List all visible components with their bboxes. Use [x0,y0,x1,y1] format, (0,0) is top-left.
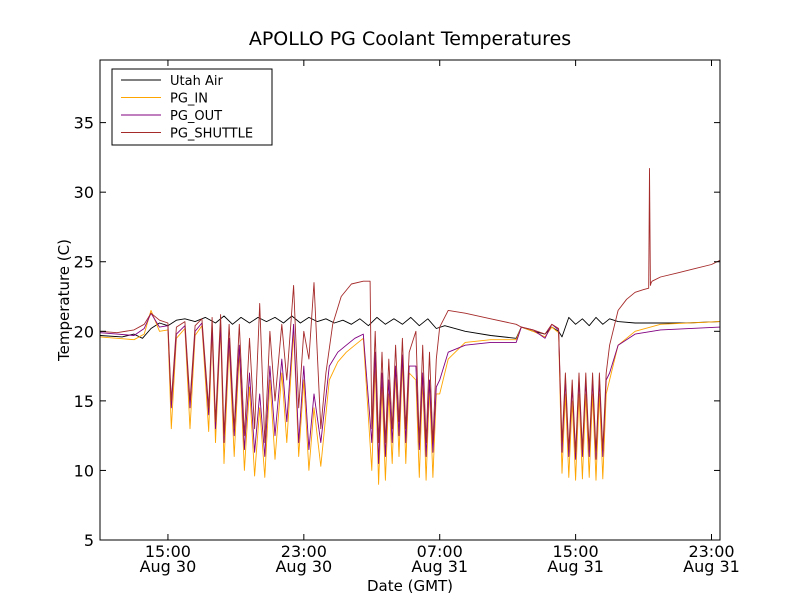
x-tick-label-date: Aug 31 [411,557,468,576]
y-tick-label: 35 [74,114,94,133]
legend: Utah Air PG_IN PG_OUT PG_SHUTTLE [111,68,273,146]
y-tick-label: 20 [74,322,94,341]
y-axis-label: Temperature (C) [55,239,73,362]
x-axis-label: Date (GMT) [367,577,453,595]
series-line-1 [99,309,721,485]
y-tick-label: 25 [74,253,94,272]
chart-title: APOLLO PG Coolant Temperatures [249,28,571,50]
x-tick-label-time: 07:00 [417,542,463,561]
x-tick-label-date: Aug 31 [547,557,604,576]
y-tick-label: 5 [84,531,94,550]
legend-label-1: PG_IN [170,92,208,107]
series-layer [99,168,721,485]
series-line-3 [99,168,721,453]
x-tick-label-date: Aug 31 [683,557,740,576]
y-tick-label: 15 [74,392,94,411]
y-tick-label: 10 [74,461,94,480]
y-tick-label: 30 [74,183,94,202]
x-tick-label-time: 15:00 [145,542,191,561]
plot-frame [99,59,721,541]
x-tick-label-time: 23:00 [281,542,327,561]
x-tick-label-time: 15:00 [553,542,599,561]
y-axis: 5 10 15 20 25 30 35 [74,114,720,550]
legend-label-2: PG_OUT [170,109,222,124]
x-tick-label-time: 23:00 [688,542,734,561]
legend-label-0: Utah Air [170,74,223,89]
x-tick-label-date: Aug 30 [275,557,332,576]
legend-label-3: PG_SHUTTLE [170,127,253,142]
x-tick-label-date: Aug 30 [140,557,197,576]
series-line-0 [99,315,721,339]
series-line-2 [99,312,721,464]
